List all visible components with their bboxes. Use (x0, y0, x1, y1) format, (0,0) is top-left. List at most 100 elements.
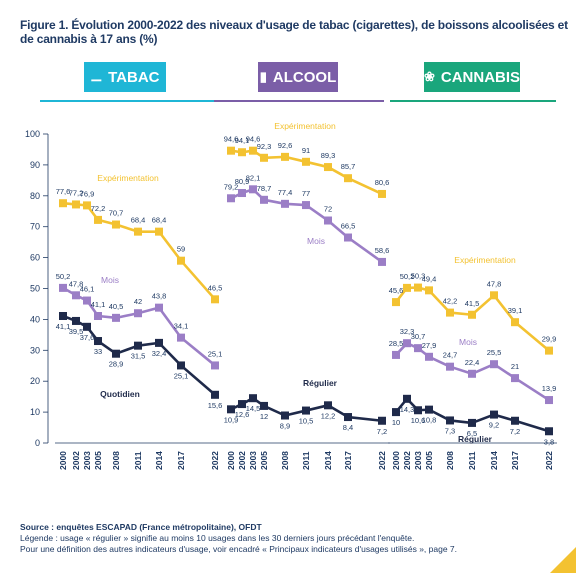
y-tick-label: 30 (30, 345, 40, 355)
data-point (324, 401, 332, 410)
data-label: 10,9 (224, 415, 239, 424)
data-point (94, 215, 102, 224)
data-point (324, 216, 332, 225)
y-tick-label: 60 (30, 253, 40, 263)
data-point (238, 148, 246, 157)
data-label: 80,9 (235, 177, 250, 186)
data-label: 39,5 (69, 327, 84, 336)
x-tick-label: 2014 (154, 451, 164, 470)
data-label: 15,6 (208, 401, 223, 410)
x-tick-label: 2011 (301, 451, 311, 470)
series-label: Régulier (303, 378, 338, 388)
y-tick-label: 0 (35, 438, 40, 448)
data-point (238, 400, 246, 409)
definition-note: Pour une définition des autres indicateu… (20, 544, 458, 554)
data-label: 47,8 (487, 279, 502, 288)
data-point (468, 418, 476, 427)
y-tick-label: 100 (25, 129, 40, 139)
data-label: 76,9 (80, 189, 95, 198)
data-point (490, 291, 498, 300)
data-point (112, 313, 120, 322)
data-label: 94,1 (235, 136, 250, 145)
data-point (490, 360, 498, 369)
data-point (324, 163, 332, 172)
x-tick-label: 2003 (248, 451, 258, 470)
x-tick-label: 2014 (323, 451, 333, 470)
panel-header-tabac: ⚊ TABAC (84, 62, 166, 92)
data-point (425, 286, 433, 295)
bottle-icon: ▮ (259, 69, 267, 84)
data-point (260, 401, 268, 410)
data-label: 78,7 (257, 184, 272, 193)
data-point (344, 413, 352, 422)
data-point (72, 200, 80, 209)
series-label: Expérimentation (454, 255, 516, 265)
data-point (94, 312, 102, 321)
data-label: 89,3 (321, 151, 336, 160)
panel-rule-alcool (214, 100, 384, 102)
data-point (112, 220, 120, 229)
x-tick-label: 2011 (133, 451, 143, 470)
x-tick-label: 2000 (226, 451, 236, 470)
x-tick-label: 2022 (377, 451, 387, 470)
data-point (392, 298, 400, 307)
data-point (392, 408, 400, 417)
data-point (545, 346, 553, 355)
data-point (302, 406, 310, 415)
data-point (249, 185, 257, 194)
data-point (260, 153, 268, 162)
x-tick-label: 2022 (544, 451, 554, 470)
data-point (414, 344, 422, 353)
data-label: 77,4 (278, 188, 293, 197)
data-label: 41,5 (465, 299, 480, 308)
legend-note: Légende : usage « régulier » signifie au… (20, 533, 415, 543)
data-label: 30,7 (411, 332, 426, 341)
data-label: 41,1 (56, 322, 71, 331)
data-label: 92,6 (278, 141, 293, 150)
data-label: 77,6 (56, 187, 71, 196)
data-label: 25,5 (487, 348, 502, 357)
data-label: 3,8 (544, 437, 554, 446)
data-point (177, 333, 185, 342)
series-label: Mois (459, 337, 477, 347)
data-point (238, 189, 246, 198)
panel-label-alcool: ALCOOL (272, 68, 337, 86)
figure-title: Figure 1. Évolution 2000-2022 des niveau… (20, 18, 568, 46)
data-label: 79,2 (224, 182, 239, 191)
data-label: 10 (392, 418, 400, 427)
data-label: 40,5 (109, 302, 124, 311)
data-label: 50,2 (400, 272, 415, 281)
x-tick-label: 2000 (391, 451, 401, 470)
data-label: 92,3 (257, 142, 272, 151)
data-point (511, 416, 519, 425)
data-point (403, 339, 411, 348)
x-tick-label: 2002 (71, 451, 81, 470)
data-label: 31,5 (131, 352, 146, 361)
y-tick-label: 10 (30, 407, 40, 417)
data-label: 85,7 (341, 162, 356, 171)
data-label: 10,6 (411, 416, 426, 425)
data-label: 46,5 (208, 283, 223, 292)
data-point (446, 308, 454, 317)
x-tick-label: 2003 (82, 451, 92, 470)
data-point (425, 405, 433, 414)
data-point (344, 174, 352, 183)
series-label: Expérimentation (274, 121, 336, 131)
x-tick-label: 2017 (176, 451, 186, 470)
data-label: 34,1 (174, 322, 189, 331)
data-label: 68,4 (131, 216, 146, 225)
data-point (446, 416, 454, 425)
data-point (227, 194, 235, 203)
data-label: 25,1 (174, 371, 189, 380)
data-label: 21 (511, 362, 519, 371)
data-label: 14,5 (246, 404, 261, 413)
y-tick-label: 20 (30, 376, 40, 386)
data-point (59, 199, 67, 208)
data-label: 32,4 (152, 349, 167, 358)
data-label: 94,6 (224, 135, 239, 144)
data-label: 49,4 (422, 274, 437, 283)
data-point (302, 201, 310, 210)
x-tick-label: 2017 (510, 451, 520, 470)
data-point (490, 410, 498, 419)
